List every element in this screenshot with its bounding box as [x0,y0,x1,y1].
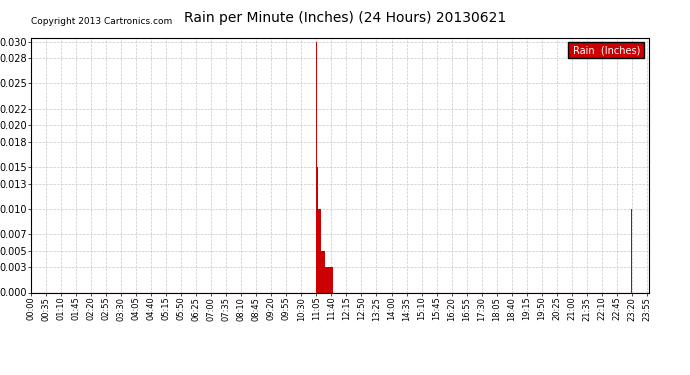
Text: Rain per Minute (Inches) (24 Hours) 20130621: Rain per Minute (Inches) (24 Hours) 2013… [184,11,506,25]
Legend: Rain  (Inches): Rain (Inches) [568,42,644,58]
Text: Copyright 2013 Cartronics.com: Copyright 2013 Cartronics.com [31,17,172,26]
